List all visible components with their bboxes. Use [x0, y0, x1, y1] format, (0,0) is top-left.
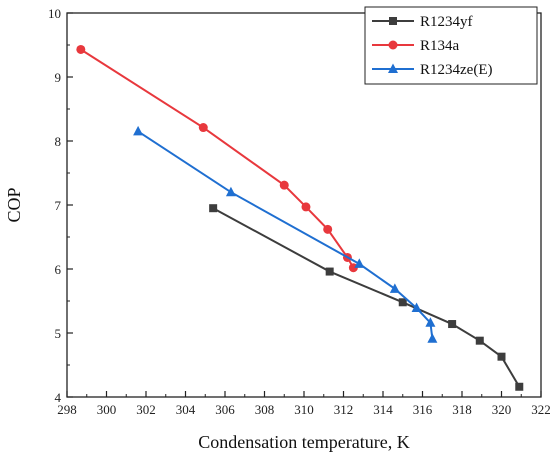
- x-tick-label: 304: [176, 402, 196, 417]
- data-point: [497, 352, 506, 361]
- data-point: [225, 186, 236, 197]
- data-point: [323, 224, 333, 234]
- x-tick-label: 306: [215, 402, 235, 417]
- data-point: [209, 204, 218, 213]
- y-tick-label: 9: [55, 70, 62, 85]
- data-point: [279, 180, 289, 190]
- legend-label: R1234yf: [420, 14, 473, 30]
- data-point: [389, 283, 400, 293]
- y-tick-label: 7: [55, 198, 62, 213]
- data-point: [427, 333, 438, 343]
- legend-label: R134a: [420, 38, 460, 54]
- legend: R1234yf R134a R1234ze(E): [364, 6, 538, 85]
- x-tick-label: 298: [57, 402, 77, 417]
- y-tick-label: 4: [55, 390, 62, 405]
- data-point: [325, 267, 334, 276]
- data-point: [515, 382, 524, 391]
- x-tick-label: 300: [97, 402, 117, 417]
- data-point: [398, 298, 407, 307]
- data-point: [475, 336, 484, 345]
- series-layer: [76, 44, 524, 391]
- data-point: [198, 123, 208, 133]
- x-tick-label: 302: [136, 402, 156, 417]
- data-point: [76, 44, 86, 54]
- y-tick-label: 6: [55, 262, 62, 277]
- series-line: [212, 207, 521, 388]
- legend-marker: [388, 63, 398, 73]
- y-tick-label: 10: [48, 6, 61, 21]
- data-point: [354, 258, 365, 268]
- data-point: [411, 302, 422, 313]
- series-0: [209, 204, 524, 391]
- legend-marker: [389, 17, 397, 25]
- x-tick-label: 310: [294, 402, 314, 417]
- data-point: [425, 317, 436, 327]
- data-point: [301, 202, 311, 212]
- legend-entry: R1234ze(E): [372, 62, 492, 78]
- x-axis-title: Condensation temperature, K: [198, 432, 409, 452]
- x-tick-label: 314: [373, 402, 393, 417]
- legend-entry: R134a: [372, 38, 460, 54]
- y-axis-ticks: 4 5 6 7 8 9 10: [48, 6, 73, 405]
- x-tick-label: 322: [531, 402, 550, 417]
- series-line: [137, 130, 434, 339]
- series-2: [133, 125, 438, 343]
- x-tick-label: 308: [255, 402, 275, 417]
- x-tick-label: 316: [413, 402, 433, 417]
- x-tick-label: 318: [452, 402, 472, 417]
- y-axis-title: COP: [4, 187, 24, 222]
- x-tick-label: 320: [492, 402, 512, 417]
- legend-marker: [388, 40, 398, 50]
- y-tick-label: 8: [55, 134, 62, 149]
- x-axis-ticks: 298 300 302 304 306 308 310 312 314 316 318 320 322: [57, 391, 550, 417]
- x-tick-label: 312: [334, 402, 354, 417]
- series-1: [76, 44, 358, 273]
- y-tick-label: 5: [55, 326, 62, 341]
- series-line: [80, 48, 355, 269]
- legend-label: R1234ze(E): [420, 62, 492, 78]
- legend-entry: R1234yf: [372, 14, 473, 30]
- data-point: [133, 125, 144, 136]
- data-point: [448, 320, 457, 329]
